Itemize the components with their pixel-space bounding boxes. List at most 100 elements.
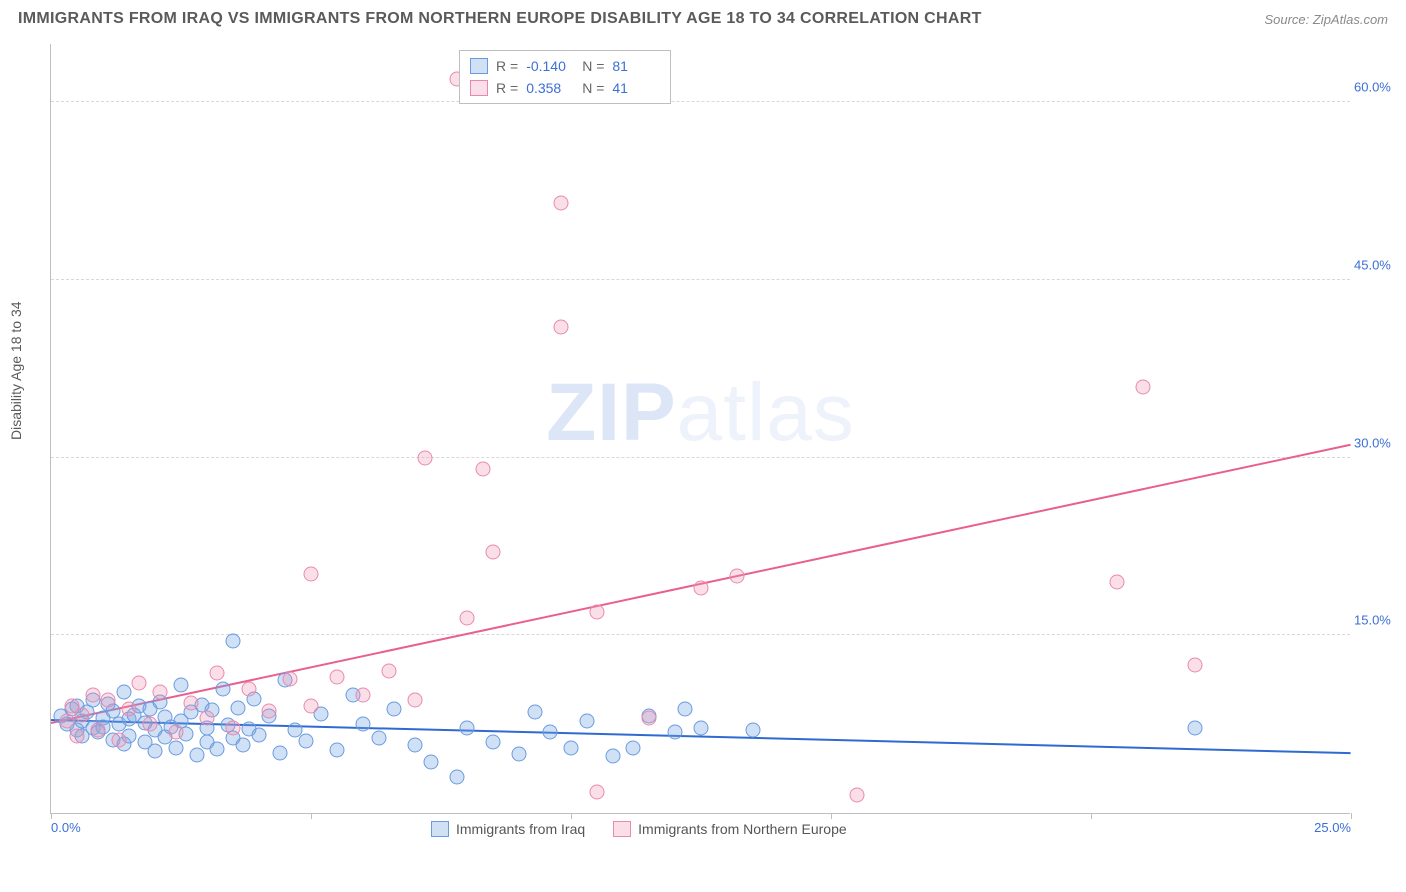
scatter-point bbox=[382, 663, 397, 678]
correlation-legend: R =-0.140N =81R =0.358N =41 bbox=[459, 50, 671, 104]
scatter-point bbox=[423, 755, 438, 770]
scatter-point bbox=[189, 747, 204, 762]
scatter-point bbox=[210, 742, 225, 757]
scatter-point bbox=[678, 701, 693, 716]
scatter-point bbox=[486, 734, 501, 749]
y-tick-label: 30.0% bbox=[1354, 435, 1404, 450]
stat-n-label: N = bbox=[582, 55, 604, 77]
scatter-point bbox=[304, 566, 319, 581]
stat-n-label: N = bbox=[582, 77, 604, 99]
scatter-point bbox=[59, 713, 74, 728]
scatter-point bbox=[262, 704, 277, 719]
scatter-point bbox=[304, 699, 319, 714]
scatter-point bbox=[590, 604, 605, 619]
scatter-point bbox=[241, 681, 256, 696]
y-tick-label: 60.0% bbox=[1354, 80, 1404, 95]
scatter-point bbox=[215, 681, 230, 696]
legend-label: Immigrants from Northern Europe bbox=[638, 821, 847, 837]
scatter-point bbox=[512, 746, 527, 761]
gridline-h bbox=[51, 279, 1350, 280]
scatter-point bbox=[449, 770, 464, 785]
legend-row: R =-0.140N =81 bbox=[470, 55, 660, 77]
legend-row: R =0.358N =41 bbox=[470, 77, 660, 99]
legend-label: Immigrants from Iraq bbox=[456, 821, 585, 837]
legend-item: Immigrants from Northern Europe bbox=[613, 821, 847, 837]
legend-swatch bbox=[613, 821, 631, 837]
x-tick bbox=[1091, 813, 1092, 819]
scatter-point bbox=[668, 725, 683, 740]
y-tick-label: 45.0% bbox=[1354, 257, 1404, 272]
scatter-point bbox=[210, 666, 225, 681]
scatter-point bbox=[590, 784, 605, 799]
scatter-point bbox=[148, 744, 163, 759]
scatter-point bbox=[1136, 379, 1151, 394]
scatter-point bbox=[356, 717, 371, 732]
stat-r-label: R = bbox=[496, 55, 518, 77]
scatter-point bbox=[226, 720, 241, 735]
gridline-h bbox=[51, 634, 1350, 635]
x-tick-label: 0.0% bbox=[51, 820, 81, 835]
scatter-point bbox=[252, 727, 267, 742]
scatter-point bbox=[730, 569, 745, 584]
scatter-point bbox=[850, 788, 865, 803]
stat-n-value: 81 bbox=[612, 55, 660, 77]
scatter-point bbox=[200, 711, 215, 726]
scatter-point bbox=[642, 711, 657, 726]
chart-title: IMMIGRANTS FROM IRAQ VS IMMIGRANTS FROM … bbox=[18, 10, 982, 28]
legend-swatch bbox=[470, 58, 488, 74]
scatter-point bbox=[122, 701, 137, 716]
scatter-point bbox=[70, 729, 85, 744]
scatter-point bbox=[75, 707, 90, 722]
stat-n-value: 41 bbox=[612, 77, 660, 99]
legend-swatch bbox=[470, 80, 488, 96]
scatter-point bbox=[283, 672, 298, 687]
scatter-point bbox=[236, 738, 251, 753]
scatter-point bbox=[371, 731, 386, 746]
plot-area: ZIPatlas 15.0%30.0%45.0%60.0%0.0%25.0%R … bbox=[50, 44, 1350, 814]
scatter-point bbox=[460, 610, 475, 625]
scatter-point bbox=[168, 725, 183, 740]
scatter-point bbox=[387, 701, 402, 716]
scatter-point bbox=[408, 738, 423, 753]
series-legend: Immigrants from Iraq Immigrants from Nort… bbox=[431, 821, 847, 837]
scatter-point bbox=[116, 685, 131, 700]
scatter-point bbox=[527, 705, 542, 720]
scatter-point bbox=[553, 320, 568, 335]
scatter-point bbox=[330, 669, 345, 684]
y-tick-label: 15.0% bbox=[1354, 613, 1404, 628]
scatter-point bbox=[174, 678, 189, 693]
scatter-point bbox=[356, 687, 371, 702]
scatter-point bbox=[486, 545, 501, 560]
legend-item: Immigrants from Iraq bbox=[431, 821, 585, 837]
scatter-point bbox=[694, 580, 709, 595]
scatter-point bbox=[1188, 657, 1203, 672]
x-tick bbox=[1351, 813, 1352, 819]
scatter-point bbox=[694, 720, 709, 735]
scatter-point bbox=[272, 745, 287, 760]
x-tick bbox=[51, 813, 52, 819]
x-tick bbox=[831, 813, 832, 819]
scatter-point bbox=[460, 720, 475, 735]
scatter-point bbox=[184, 695, 199, 710]
x-tick-label: 25.0% bbox=[1314, 820, 1351, 835]
scatter-point bbox=[564, 740, 579, 755]
source-attribution: Source: ZipAtlas.com bbox=[1264, 12, 1388, 27]
scatter-point bbox=[418, 450, 433, 465]
scatter-point bbox=[231, 700, 246, 715]
scatter-point bbox=[579, 713, 594, 728]
gridline-h bbox=[51, 457, 1350, 458]
scatter-point bbox=[298, 733, 313, 748]
scatter-point bbox=[746, 723, 761, 738]
scatter-point bbox=[1110, 575, 1125, 590]
scatter-point bbox=[90, 723, 105, 738]
watermark: ZIPatlas bbox=[546, 366, 855, 460]
scatter-point bbox=[101, 693, 116, 708]
scatter-point bbox=[168, 740, 183, 755]
scatter-point bbox=[85, 687, 100, 702]
scatter-point bbox=[226, 634, 241, 649]
scatter-point bbox=[142, 717, 157, 732]
chart-container: ZIPatlas 15.0%30.0%45.0%60.0%0.0%25.0%R … bbox=[50, 44, 1390, 844]
scatter-point bbox=[605, 749, 620, 764]
y-axis-label: Disability Age 18 to 34 bbox=[8, 301, 24, 440]
x-tick bbox=[571, 813, 572, 819]
